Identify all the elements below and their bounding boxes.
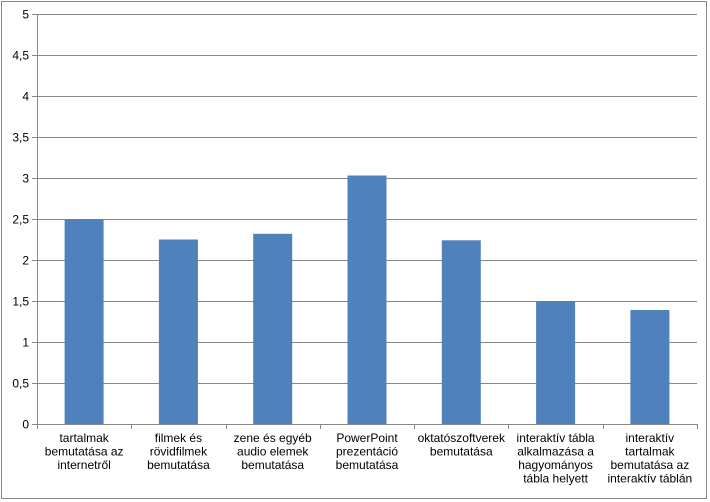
x-axis-category-labels: tartalmak bemutatása az internetről filmek … <box>45 431 692 486</box>
y-tick-label: 0 <box>22 418 29 432</box>
y-tick-label: 3,5 <box>12 131 29 145</box>
x-category-label: oktatószoftverek bemutatása <box>418 431 506 459</box>
bar <box>347 175 387 424</box>
bar <box>64 219 104 424</box>
bar <box>441 240 481 424</box>
y-tick-label: 3 <box>22 172 29 186</box>
bar <box>536 301 576 424</box>
x-category-label: PowerPoint prezentáció bemutatása <box>336 431 399 472</box>
bar <box>630 310 670 424</box>
bars <box>64 175 670 424</box>
y-tick-label: 1 <box>22 336 29 350</box>
y-tick-label: 4,5 <box>12 49 29 63</box>
y-axis-tick-labels: 0 0,5 1 1,5 2 2,5 3 3,5 4 4,5 5 <box>12 8 29 432</box>
y-tick-label: 4 <box>22 90 29 104</box>
y-tick-label: 1,5 <box>12 295 29 309</box>
gridlines <box>37 14 697 384</box>
y-tick-label: 5 <box>22 8 29 22</box>
x-category-label: zene és egyéb audio elemek bemutatása <box>234 431 312 472</box>
x-category-label: tartalmak bemutatása az internetről <box>45 431 124 472</box>
axes <box>32 14 698 429</box>
y-tick-label: 2,5 <box>12 213 29 227</box>
x-category-label: interaktív tartalmak bemutatása az interakt… <box>607 431 692 486</box>
x-category-label: interaktív tábla alkalmazása a hagyományos… <box>517 431 595 486</box>
y-tick-label: 0,5 <box>12 377 29 391</box>
bar <box>158 239 198 424</box>
x-category-label: filmek és rövidfilmek bemutatása <box>147 431 210 472</box>
y-tick-label: 2 <box>22 254 29 268</box>
bar <box>253 233 293 424</box>
